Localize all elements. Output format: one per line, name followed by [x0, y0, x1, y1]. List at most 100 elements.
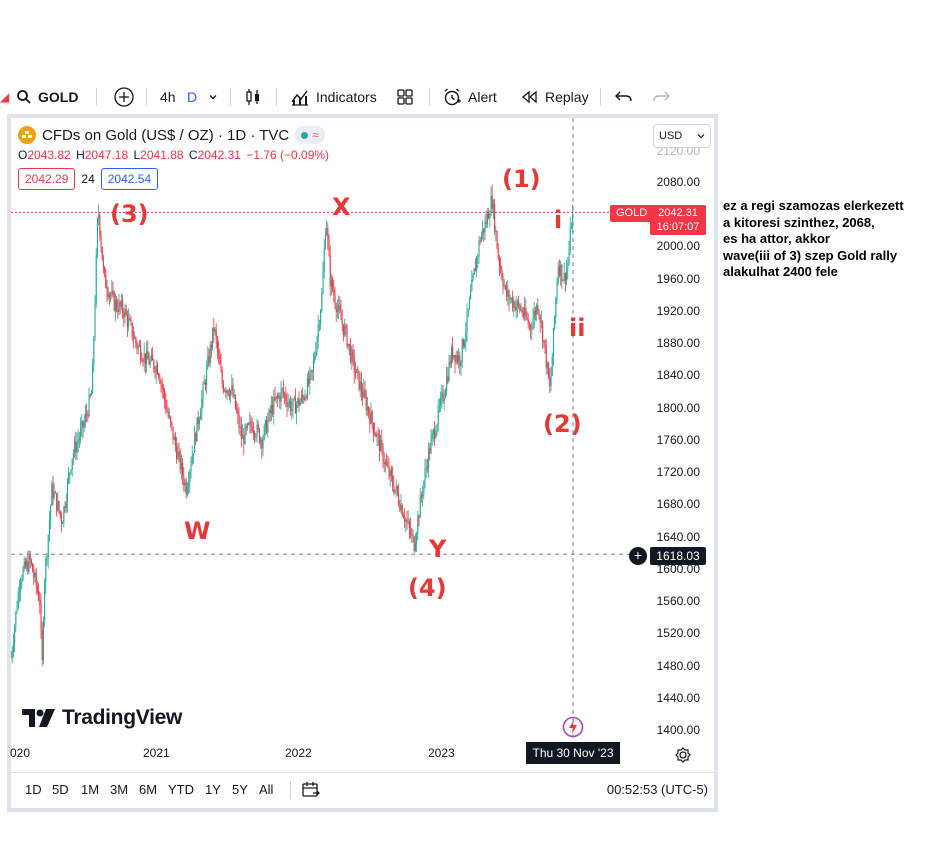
candle — [414, 533, 416, 553]
range-1d-button[interactable]: 1D — [25, 782, 42, 797]
note-line: ez a regi szamozas elerkezett — [723, 198, 904, 213]
candle — [92, 359, 94, 394]
candle — [65, 493, 67, 514]
candle — [218, 340, 220, 364]
settings-gear-icon[interactable] — [674, 746, 692, 764]
time-axis-label: 2023 — [428, 746, 455, 760]
indicators-button[interactable]: Indicators — [290, 80, 377, 114]
wave-label-x[interactable]: X — [332, 193, 351, 221]
left-edge-arrow: ◢ — [0, 90, 10, 104]
candle — [458, 348, 460, 369]
candle — [126, 310, 128, 337]
candle — [286, 392, 288, 418]
candle — [268, 407, 270, 422]
candle — [14, 623, 16, 653]
candle — [293, 395, 295, 401]
interval-4h-button[interactable]: 4h — [160, 80, 176, 114]
range-1y-button[interactable]: 1Y — [205, 782, 221, 797]
candle — [338, 295, 340, 319]
candle — [398, 483, 400, 507]
candle — [526, 311, 528, 321]
crosshair-add-button[interactable]: + — [629, 547, 647, 565]
buy-price-button[interactable]: 2042.54 — [100, 168, 159, 190]
timezone-clock[interactable]: 00:52:53 (UTC-5) — [606, 782, 708, 797]
candle — [262, 434, 264, 456]
symbol-search-button[interactable]: GOLD — [16, 80, 78, 114]
interval-d-button[interactable]: D — [187, 80, 197, 114]
candle — [291, 397, 293, 420]
currency-select[interactable]: USD — [653, 124, 711, 148]
candle — [153, 359, 155, 373]
candle — [513, 296, 515, 317]
candle — [70, 469, 72, 475]
wave-label-1[interactable]: (1) — [502, 165, 541, 193]
divider — [230, 88, 231, 106]
candle — [266, 415, 268, 434]
candle — [188, 471, 190, 495]
candle — [28, 550, 30, 575]
legend-title[interactable]: CFDs on Gold (US$ / OZ) · 1D · TVC — [42, 126, 290, 144]
candle — [39, 591, 41, 615]
candle — [533, 302, 535, 329]
wave-label-ii[interactable]: ii — [569, 314, 586, 342]
price-axis-label: 1640.00 — [656, 529, 700, 544]
range-5d-button[interactable]: 5D — [52, 782, 69, 797]
candle — [324, 227, 326, 250]
candle — [563, 262, 565, 285]
tradingview-logo[interactable]: TradingView — [22, 706, 182, 730]
candle — [290, 395, 292, 416]
wave-label-y[interactable]: Y — [429, 535, 447, 563]
candle — [550, 366, 552, 392]
redo-button[interactable] — [652, 80, 670, 114]
compare-button[interactable] — [113, 80, 135, 114]
candle — [221, 366, 223, 389]
replay-button[interactable]: Replay — [521, 80, 589, 114]
wave-label-4[interactable]: (4) — [408, 574, 447, 602]
date-range-calendar-icon[interactable] — [301, 780, 321, 800]
candle — [267, 412, 269, 438]
wave-label-w[interactable]: W — [184, 517, 211, 545]
candle — [279, 392, 281, 409]
candle — [170, 415, 172, 428]
candle — [243, 428, 245, 456]
range-ytd-button[interactable]: YTD — [168, 782, 194, 797]
undo-button[interactable] — [615, 80, 633, 114]
candle — [274, 386, 276, 402]
lightning-event-icon[interactable] — [562, 716, 584, 738]
candle — [305, 394, 307, 401]
candle — [441, 384, 443, 409]
interval-dropdown[interactable] — [208, 80, 218, 114]
range-3m-button[interactable]: 3M — [110, 782, 129, 797]
candle — [448, 354, 450, 383]
candle — [539, 314, 541, 333]
layouts-button[interactable] — [396, 80, 414, 114]
candle — [76, 432, 78, 461]
candle — [320, 308, 322, 330]
candle — [506, 281, 508, 302]
open-key: O — [18, 148, 28, 162]
candle — [231, 374, 233, 395]
range-6m-button[interactable]: 6M — [139, 782, 158, 797]
candle — [339, 296, 341, 314]
price-axis[interactable]: 2120.00 2080.00 2000.00 1960.00 1920.00 1880.… — [640, 118, 714, 738]
candlestick-chart[interactable] — [11, 118, 714, 772]
sell-price-button[interactable]: 2042.29 — [18, 168, 76, 190]
candle — [44, 578, 46, 628]
candle — [335, 302, 337, 322]
alert-button[interactable]: Alert — [442, 80, 497, 114]
wave-label-i[interactable]: i — [554, 206, 563, 234]
wave-label-2[interactable]: (2) — [543, 410, 582, 438]
chart-type-button[interactable] — [244, 80, 262, 114]
range-1m-button[interactable]: 1M — [81, 782, 100, 797]
candle — [497, 242, 499, 261]
candle — [161, 377, 163, 399]
wave-label-3[interactable]: (3) — [110, 200, 149, 228]
market-status-pill[interactable]: ≈ — [295, 126, 325, 144]
price-axis-label: 1520.00 — [656, 626, 700, 641]
range-5y-button[interactable]: 5Y — [232, 782, 248, 797]
candle — [178, 442, 180, 463]
candle — [246, 422, 248, 431]
range-all-button[interactable]: All — [259, 782, 274, 797]
candle — [392, 466, 394, 492]
candle — [417, 510, 419, 540]
